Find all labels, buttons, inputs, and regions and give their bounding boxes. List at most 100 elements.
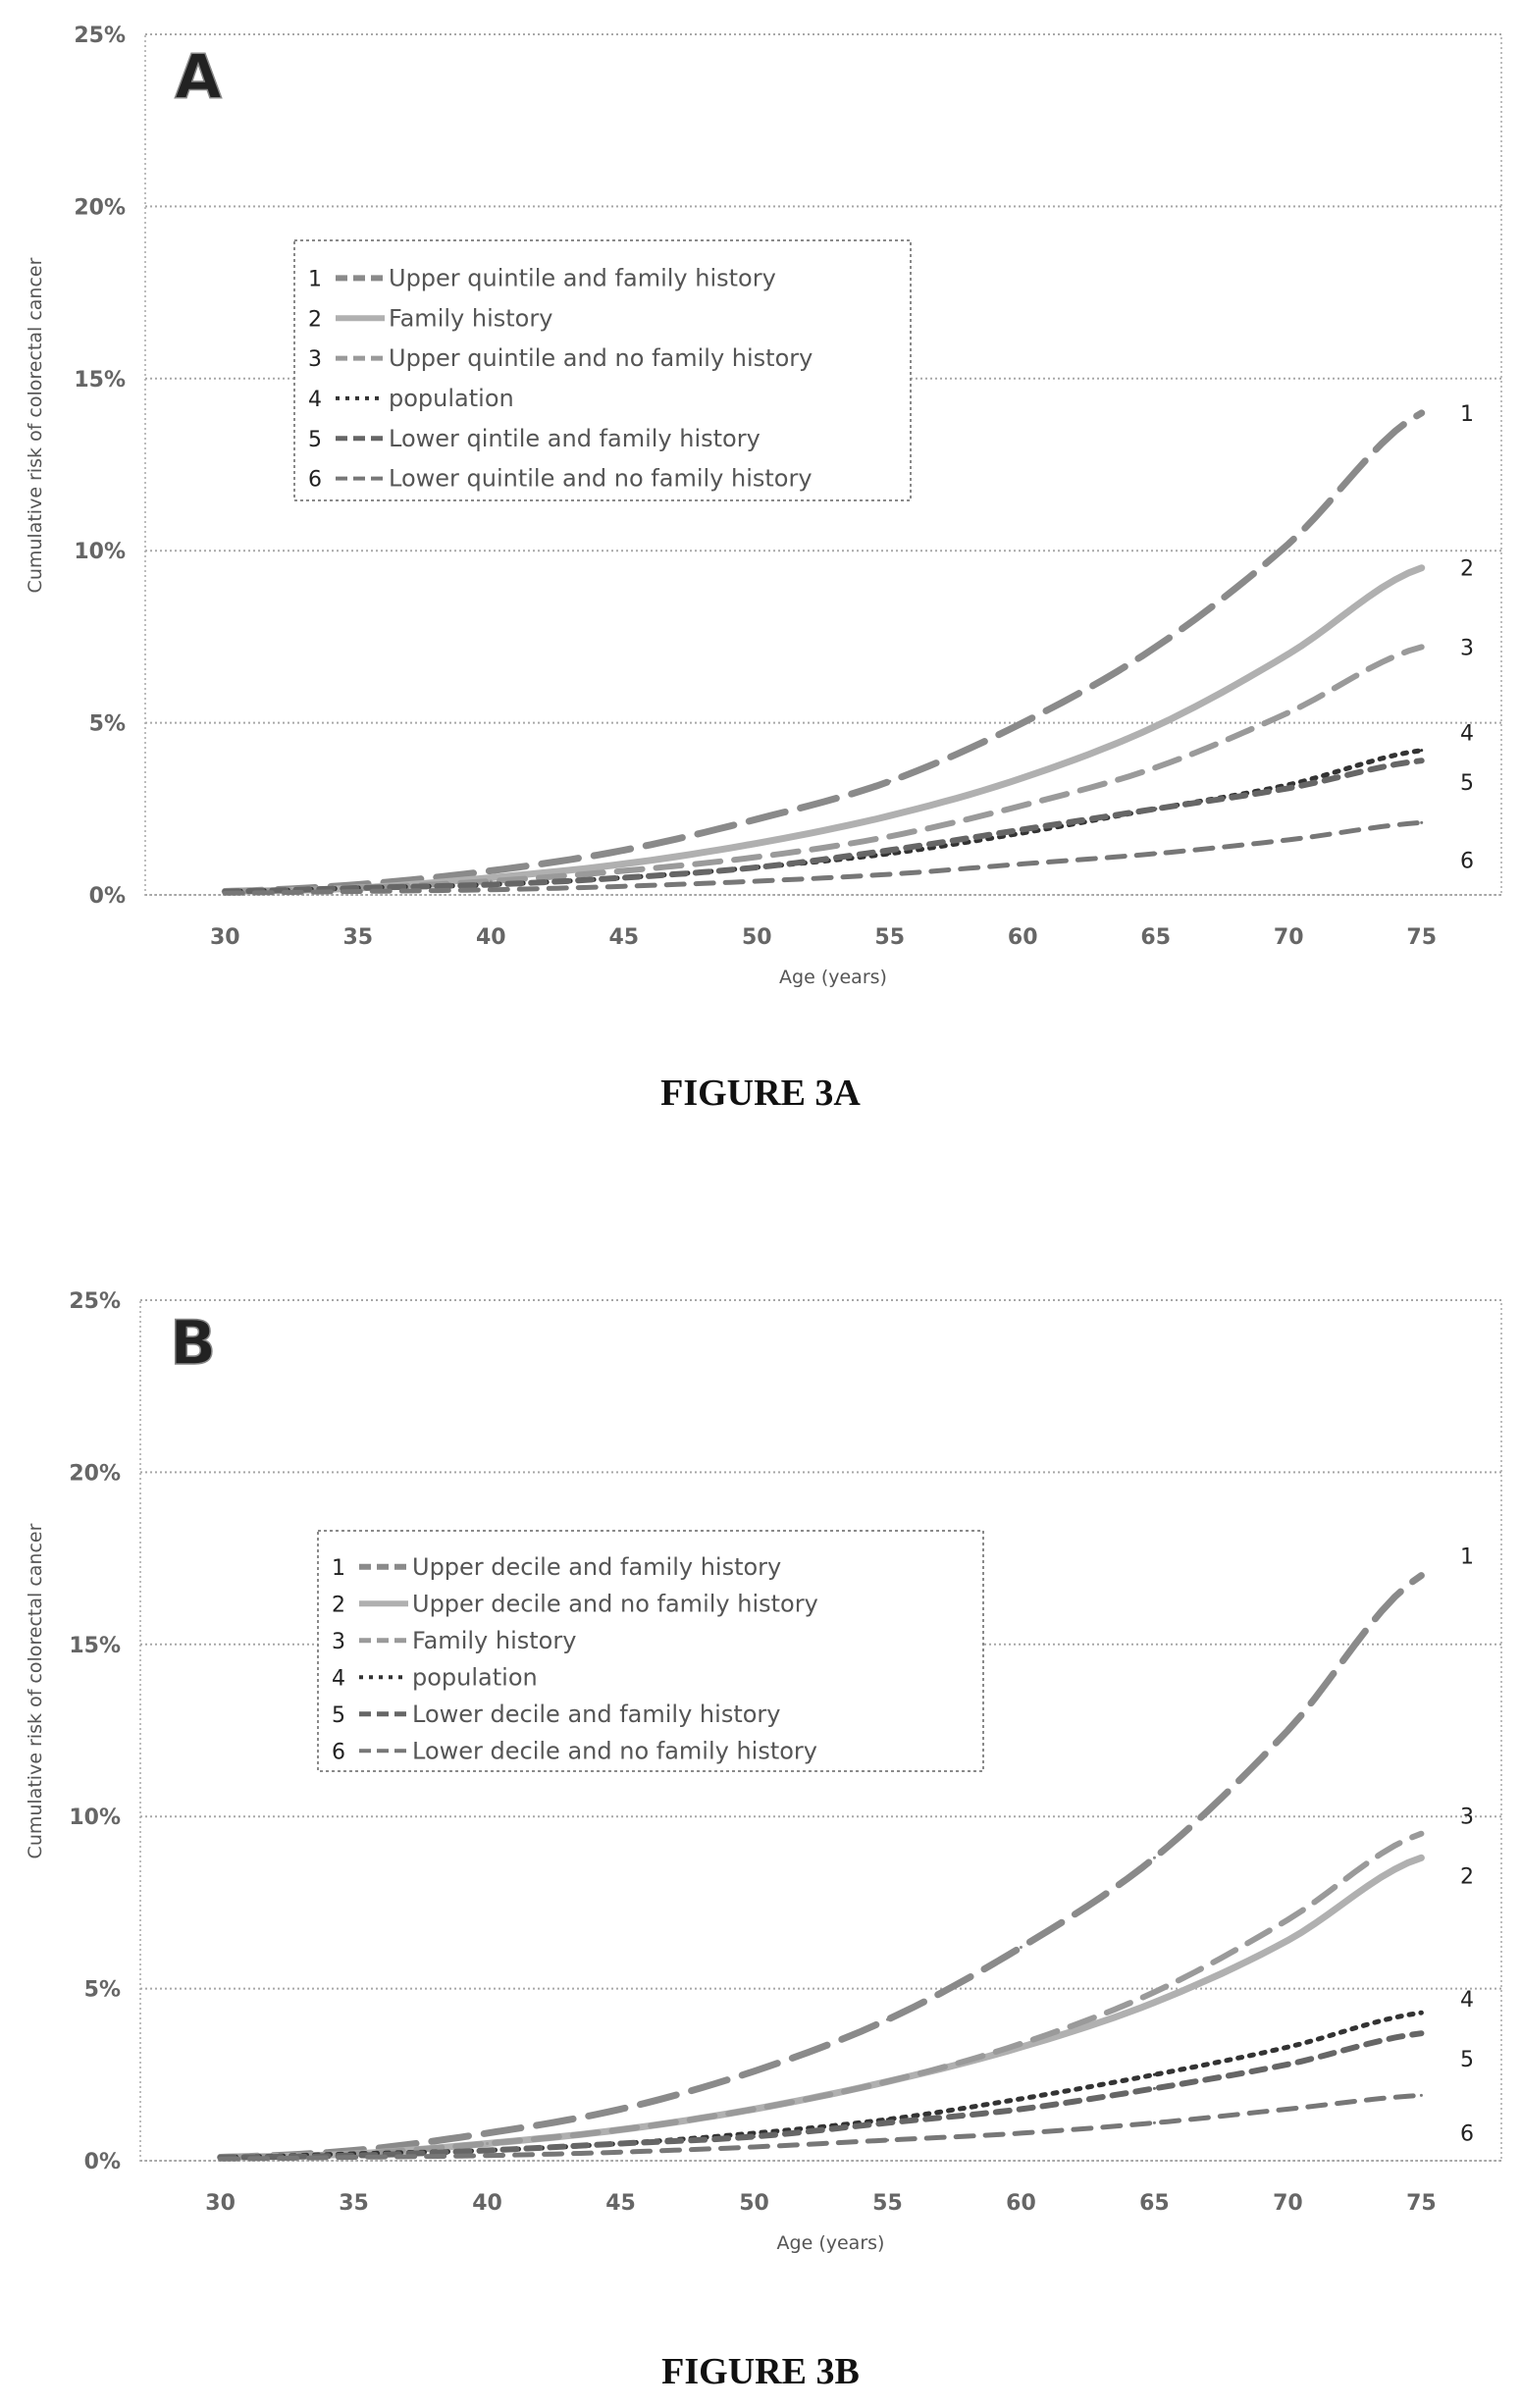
x-tick-label: 55 xyxy=(874,925,905,950)
legend-entry: population xyxy=(389,385,514,412)
x-tick-label: 65 xyxy=(1139,2191,1170,2216)
data-point xyxy=(219,2157,223,2161)
legend: 1 Upper decile and family history 2 Upper d… xyxy=(317,1530,984,1772)
data-point xyxy=(1152,2001,1156,2005)
data-point xyxy=(1152,1990,1156,1994)
x-axis-label: Age (years) xyxy=(777,2232,885,2254)
data-point xyxy=(1285,1938,1289,1942)
data-point xyxy=(1152,1856,1156,1859)
data-point xyxy=(1286,652,1290,655)
legend-entry: Upper quintile and family history xyxy=(389,264,776,291)
legend-number: 5 xyxy=(332,1703,345,1728)
data-point xyxy=(1419,2093,1423,2097)
data-point xyxy=(1152,2072,1156,2076)
y-tick-label: 0% xyxy=(84,2150,121,2174)
data-point xyxy=(1021,721,1024,725)
y-axis-label: Cumulative risk of colorectal cancer xyxy=(25,257,46,593)
x-tick-label: 35 xyxy=(339,2191,369,2216)
y-tick-label: 20% xyxy=(69,1461,121,1486)
series-end-label: 4 xyxy=(1460,1988,1474,2013)
series-end-label: 2 xyxy=(1460,1864,1474,1889)
legend-entry: Lower decile and no family history xyxy=(412,1737,817,1764)
legend-entry: population xyxy=(412,1663,538,1691)
series-end-label: 1 xyxy=(1460,402,1474,427)
series-line-6 xyxy=(222,819,1425,896)
series-end-label: 6 xyxy=(1460,2121,1474,2146)
y-tick-label: 25% xyxy=(69,1289,121,1314)
data-point xyxy=(1420,411,1424,415)
data-point xyxy=(1420,749,1424,753)
series-line-4 xyxy=(222,748,1425,894)
legend-number: 6 xyxy=(308,468,322,493)
legend-entry: Lower decile and family history xyxy=(412,1701,780,1728)
figure-caption-b: FIGURE 3B xyxy=(661,2351,860,2392)
chart-a: 0%5%10%15%20%25%30 35 40 45 50 55 60 65 70 75Age … xyxy=(25,24,1502,988)
data-point xyxy=(1286,838,1290,842)
data-point xyxy=(888,834,892,838)
data-point xyxy=(1019,2042,1023,2046)
legend-number: 3 xyxy=(332,1630,345,1654)
data-point xyxy=(1019,2107,1023,2111)
legend-number: 5 xyxy=(308,428,322,452)
data-point xyxy=(753,2145,757,2149)
series-line-3 xyxy=(217,1830,1425,2161)
series-line-6 xyxy=(218,2092,1424,2162)
data-point xyxy=(1154,852,1158,856)
legend: 1 Upper quintile and family history 2 Famil… xyxy=(293,239,912,501)
series-line-2 xyxy=(217,1854,1425,2161)
data-point xyxy=(1152,2120,1156,2124)
data-point xyxy=(1419,1856,1423,1859)
data-point xyxy=(755,817,759,821)
series-end-label: 3 xyxy=(1460,636,1474,660)
data-point xyxy=(1285,2107,1289,2111)
data-point xyxy=(885,2120,889,2124)
data-point xyxy=(1019,2097,1023,2101)
data-point xyxy=(1154,645,1158,649)
legend-entry: Family history xyxy=(389,304,552,332)
data-point xyxy=(885,2079,889,2083)
data-point xyxy=(486,2141,490,2145)
legend-entry: Upper decile and no family history xyxy=(412,1590,818,1617)
data-point xyxy=(1154,765,1158,769)
x-tick-label: 45 xyxy=(605,2191,636,2216)
series-end-label: 4 xyxy=(1460,722,1474,747)
data-point xyxy=(1420,566,1424,570)
y-axis-label: Cumulative risk of colorectal cancer xyxy=(25,1523,46,1858)
data-point xyxy=(753,2134,757,2138)
legend-number: 3 xyxy=(308,347,322,372)
data-point xyxy=(489,868,493,872)
x-tick-label: 50 xyxy=(742,925,772,950)
data-point xyxy=(1285,1729,1289,1732)
data-point xyxy=(622,862,626,865)
data-point xyxy=(622,875,626,879)
data-point xyxy=(622,868,626,872)
legend-number: 1 xyxy=(332,1556,345,1581)
y-tick-label: 10% xyxy=(69,1806,121,1830)
x-tick-label: 60 xyxy=(1008,925,1038,950)
y-tick-label: 5% xyxy=(89,712,126,737)
legend-entry: Upper decile and family history xyxy=(412,1553,781,1581)
data-point xyxy=(619,2141,623,2145)
data-point xyxy=(619,2127,623,2131)
series-end-label: 1 xyxy=(1460,1545,1474,1570)
data-point xyxy=(1021,776,1024,780)
data-point xyxy=(486,2154,490,2158)
data-point xyxy=(885,2138,889,2142)
data-point xyxy=(1419,1832,1423,1836)
x-tick-label: 75 xyxy=(1406,2191,1437,2216)
data-point xyxy=(888,872,892,876)
series-line-5 xyxy=(222,758,1425,895)
data-point xyxy=(486,2148,490,2152)
y-tick-label: 25% xyxy=(74,24,126,48)
y-tick-label: 20% xyxy=(74,195,126,220)
data-point xyxy=(1286,710,1290,714)
legend-entry: Upper quintile and no family history xyxy=(389,344,813,372)
data-point xyxy=(619,2150,623,2154)
legend-number: 4 xyxy=(308,388,322,412)
panel-letter: A xyxy=(175,41,222,113)
figure-caption-a: FIGURE 3A xyxy=(660,1073,861,1114)
x-tick-label: 35 xyxy=(342,925,373,950)
data-point xyxy=(489,875,493,879)
x-tick-label: 50 xyxy=(739,2191,769,2216)
data-point xyxy=(1286,786,1290,790)
